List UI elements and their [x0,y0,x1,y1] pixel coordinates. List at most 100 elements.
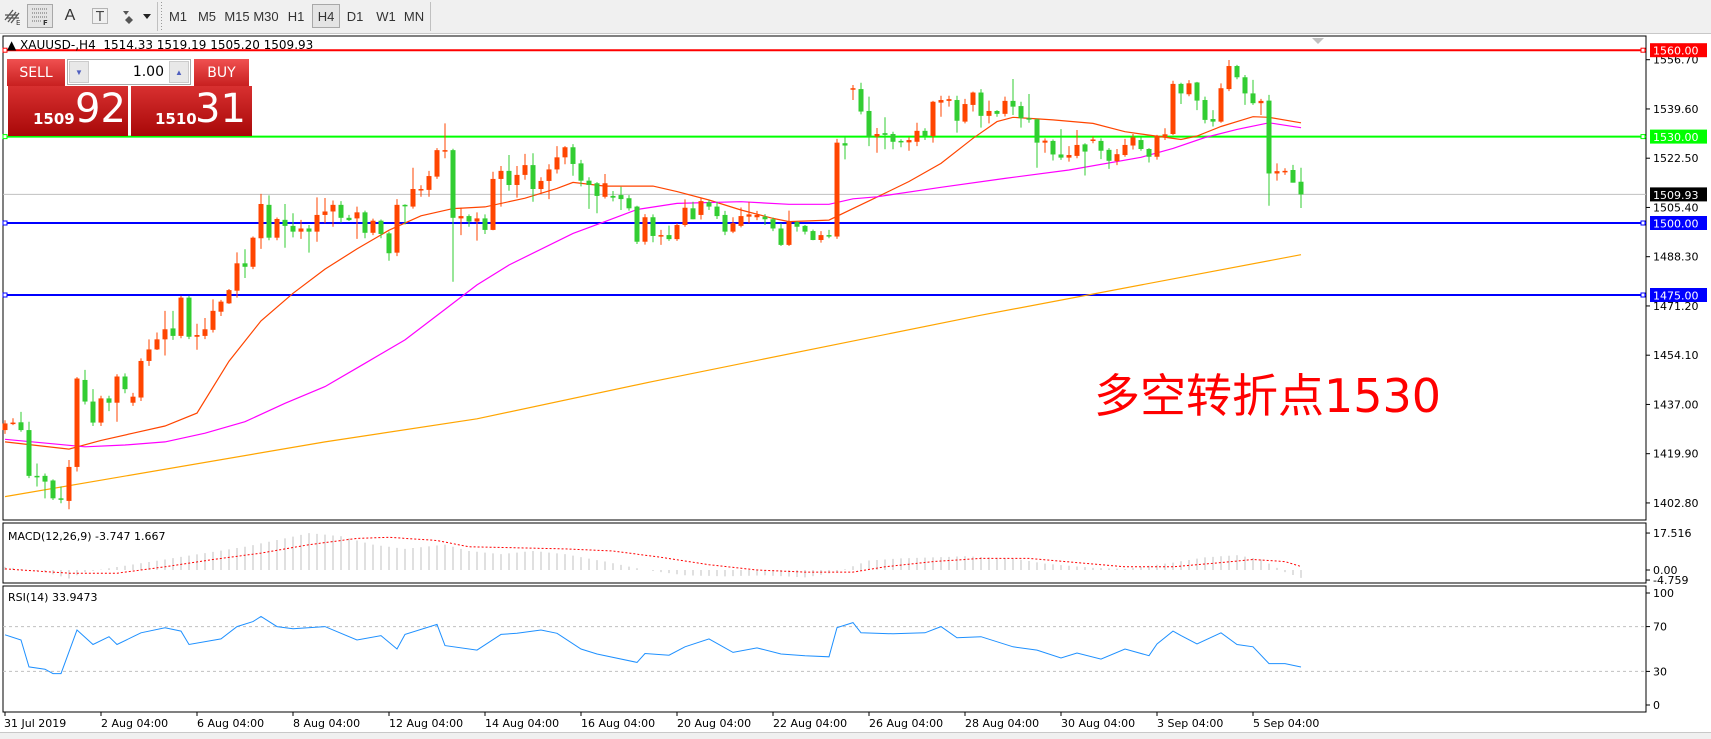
period-mn[interactable]: MN [403,8,425,24]
candle [746,201,752,224]
candle-body [762,216,768,220]
lot-value[interactable]: 1.00 [132,64,164,80]
candle [346,214,352,221]
candle-body [570,147,576,164]
level-handle-left [2,292,8,298]
level-handle-left [2,220,8,226]
candle-body [938,100,944,103]
sell-price-big-figure: 1509 [33,110,75,128]
candle [50,479,56,501]
candle-body [530,165,536,190]
toolbar-grip[interactable] [161,2,162,31]
candle [242,249,248,279]
candle-body [98,398,104,423]
candle-body [306,228,312,232]
collapse-arrow-icon[interactable]: ▲ [7,38,21,52]
candle-body [842,143,848,146]
chart-header: ▲ XAUUSD-,H4 1514.33 1519.19 1505.20 150… [7,38,313,52]
candle [266,195,272,241]
candle-body [890,134,896,142]
candle-body [1122,144,1128,156]
candle [1218,83,1224,123]
candle [18,411,24,432]
candle [466,214,472,227]
arrows-dropdown-icon[interactable] [119,4,153,28]
candle [1138,137,1144,151]
period-m30[interactable]: M30 [253,8,279,24]
candle-body [978,92,984,116]
candle [650,214,656,243]
candle-body [578,163,584,181]
candle-body [346,217,352,221]
buy-price-button[interactable]: 1510 31 [131,86,252,136]
candle-body [1154,136,1160,157]
candle [322,197,328,224]
period-d1[interactable]: D1 [346,8,364,24]
candle-body [746,214,752,217]
line-studies-icon[interactable]: E [2,4,24,28]
rsi-title: RSI(14) 33.9473 [8,591,97,604]
candle-body [1138,140,1144,149]
chart-shift-marker-icon[interactable] [1312,38,1324,44]
candle-body [1090,139,1096,141]
lot-size-input[interactable]: ▼ 1.00 ▲ [67,59,191,85]
candle [794,220,800,232]
candle [610,191,616,202]
period-h4[interactable]: H4 [312,4,340,28]
candle-body [682,207,688,226]
level-price-label: 1530.00 [1653,131,1699,144]
candle-body [690,208,696,220]
buy-button[interactable]: BUY [194,59,249,86]
candle-body [1298,181,1304,195]
candle [994,110,1000,117]
text-icon[interactable]: A [64,7,76,24]
candle [1010,79,1016,115]
main-panel [2,35,1647,521]
candle-body [1026,118,1032,120]
level-price-label: 1560.00 [1653,45,1699,58]
period-m15[interactable]: M15 [224,8,250,24]
candle-body [138,360,144,398]
candle [570,144,576,176]
candle [810,229,816,241]
candle-body [1290,170,1296,183]
candle [298,219,304,239]
candle [2,420,8,434]
lot-decrease-icon[interactable]: ▼ [69,61,89,83]
candle [234,252,240,298]
candle-body [146,349,152,361]
candle [170,310,176,340]
rsi-axis-label: 70 [1653,621,1667,634]
candle-body [674,225,680,240]
text-label-icon[interactable]: T [91,4,109,28]
candle [802,225,808,235]
grid-icon[interactable]: F [27,4,53,28]
candle [730,217,736,234]
time-axis: 31 Jul 2019 2 Aug 04:00 6 Aug 04:00 8 Aug 0… [4,712,1319,730]
candle [1234,64,1240,80]
level-handle-right [1640,47,1646,53]
candle [778,223,784,247]
period-w1[interactable]: W1 [376,8,396,24]
candle [946,95,952,107]
lot-increase-icon[interactable]: ▲ [169,61,189,83]
period-h1[interactable]: H1 [287,8,305,24]
candle [546,164,552,200]
panel-frames [2,35,1647,713]
macd-signal-line [4,536,1302,574]
candle [866,96,872,147]
candle [858,82,864,115]
candle [530,153,536,202]
candle [1122,138,1128,157]
chart-tabs-bar[interactable] [0,732,1711,739]
candle-body [250,237,256,267]
period-m1[interactable]: M1 [168,8,188,24]
candle [490,171,496,231]
sell-button[interactable]: SELL [7,59,65,86]
candle [1194,81,1200,111]
candle-body [1018,106,1024,119]
period-m5[interactable]: M5 [197,8,217,24]
candle-body [770,219,776,229]
sell-price-button[interactable]: 1509 92 [8,86,128,136]
